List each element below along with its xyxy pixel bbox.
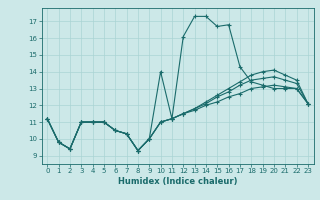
X-axis label: Humidex (Indice chaleur): Humidex (Indice chaleur) <box>118 177 237 186</box>
